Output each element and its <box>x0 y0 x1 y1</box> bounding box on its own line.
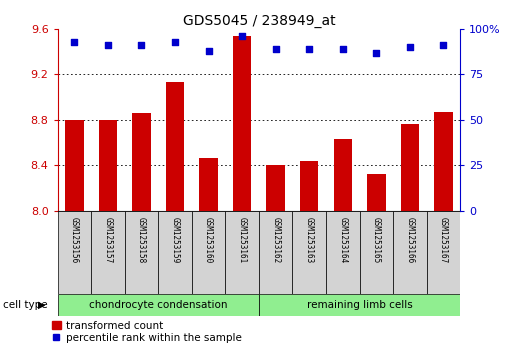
Point <box>338 46 347 52</box>
Title: GDS5045 / 238949_at: GDS5045 / 238949_at <box>183 14 335 28</box>
Point <box>406 44 414 50</box>
Text: GSM1253156: GSM1253156 <box>70 217 79 264</box>
Bar <box>124 211 158 294</box>
Text: cell type: cell type <box>3 300 47 310</box>
Bar <box>132 113 151 211</box>
Bar <box>360 211 393 294</box>
Point <box>204 48 213 54</box>
Text: GSM1253161: GSM1253161 <box>237 217 247 264</box>
Text: GSM1253166: GSM1253166 <box>405 217 414 264</box>
Text: GSM1253165: GSM1253165 <box>372 217 381 264</box>
Bar <box>334 139 352 211</box>
Legend: transformed count, percentile rank within the sample: transformed count, percentile rank withi… <box>52 321 242 343</box>
Bar <box>401 124 419 211</box>
Bar <box>233 36 252 211</box>
Text: chondrocyte condensation: chondrocyte condensation <box>89 300 228 310</box>
Bar <box>199 158 218 211</box>
Bar <box>326 211 360 294</box>
Bar <box>58 294 259 316</box>
Point <box>439 42 448 48</box>
Bar <box>65 120 84 211</box>
Bar <box>393 211 427 294</box>
Text: ▶: ▶ <box>38 300 46 310</box>
Text: GSM1253160: GSM1253160 <box>204 217 213 264</box>
Point <box>238 33 246 39</box>
Point <box>70 39 78 45</box>
Point <box>104 42 112 48</box>
Bar <box>427 211 460 294</box>
Bar <box>58 211 91 294</box>
Bar <box>259 294 460 316</box>
Text: GSM1253162: GSM1253162 <box>271 217 280 264</box>
Bar <box>266 165 285 211</box>
Bar <box>166 82 184 211</box>
Text: GSM1253164: GSM1253164 <box>338 217 347 264</box>
Point <box>372 50 381 56</box>
Text: GSM1253157: GSM1253157 <box>104 217 112 264</box>
Bar <box>158 211 192 294</box>
Text: GSM1253158: GSM1253158 <box>137 217 146 264</box>
Text: GSM1253163: GSM1253163 <box>305 217 314 264</box>
Bar <box>192 211 225 294</box>
Bar <box>99 120 117 211</box>
Bar <box>225 211 259 294</box>
Point <box>305 46 313 52</box>
Text: GSM1253167: GSM1253167 <box>439 217 448 264</box>
Bar <box>91 211 124 294</box>
Bar <box>367 174 385 211</box>
Bar <box>259 211 292 294</box>
Text: GSM1253159: GSM1253159 <box>170 217 179 264</box>
Text: remaining limb cells: remaining limb cells <box>306 300 413 310</box>
Point <box>171 39 179 45</box>
Point <box>271 46 280 52</box>
Bar <box>300 160 319 211</box>
Bar <box>434 112 453 211</box>
Point <box>137 42 145 48</box>
Bar <box>292 211 326 294</box>
